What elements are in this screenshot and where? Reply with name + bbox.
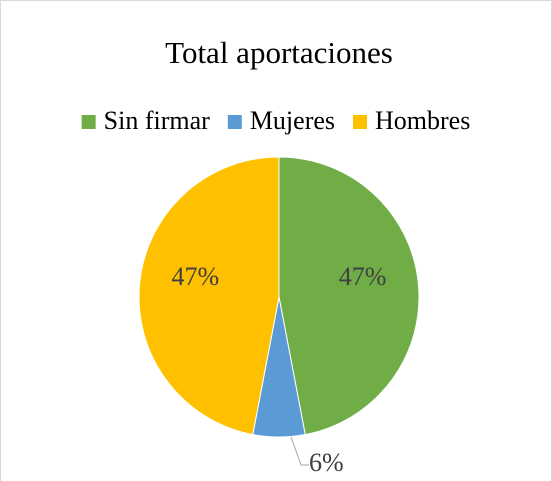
pie-slice bbox=[278, 156, 420, 436]
legend-label: Hombres bbox=[375, 106, 470, 135]
data-label: 47% bbox=[172, 262, 220, 291]
data-label: 6% bbox=[309, 448, 344, 477]
leader-line bbox=[290, 436, 309, 466]
legend-label: Sin firmar bbox=[104, 106, 210, 135]
legend-swatch bbox=[81, 115, 96, 129]
data-label: 47% bbox=[339, 262, 387, 291]
chart-title: Total aportaciones bbox=[165, 35, 393, 70]
legend-swatch bbox=[353, 115, 368, 129]
legend-swatch bbox=[227, 115, 242, 129]
pie-slice bbox=[138, 156, 280, 436]
legend-label: Mujeres bbox=[250, 106, 335, 135]
